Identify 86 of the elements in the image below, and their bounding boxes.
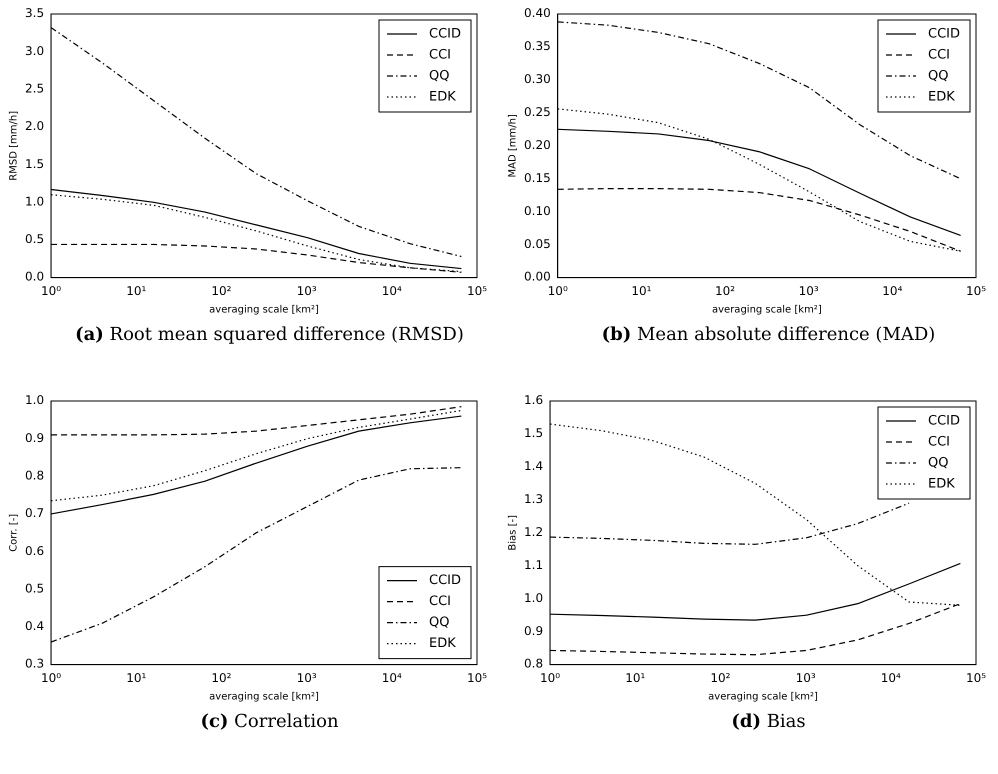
x-axis-title: averaging scale [km²] <box>708 692 818 703</box>
legend-label: QQ <box>429 614 450 630</box>
legend-label: CCID <box>429 572 461 588</box>
x-tick-label: 10¹ <box>126 284 146 298</box>
x-tick-label: 10⁵ <box>466 284 488 298</box>
x-tick-label: 10⁰ <box>41 284 62 298</box>
legend-label: EDK <box>429 89 456 104</box>
legend-label: CCID <box>928 413 960 428</box>
text: (c) Correlation <box>199 711 340 732</box>
x-tick-label: 10³ <box>798 284 819 298</box>
legend-label: CCI <box>429 594 451 609</box>
y-tick-label: 2.0 <box>24 119 44 134</box>
y-tick-label: 0.20 <box>524 138 551 152</box>
x-tick-label: 10¹ <box>625 670 646 685</box>
y-tick-label: 0.6 <box>24 544 44 558</box>
x-tick-label: 10⁵ <box>466 670 488 685</box>
y-tick-label: 1.5 <box>24 156 44 171</box>
x-tick-label: 10⁴ <box>382 284 402 298</box>
y-tick-label: 1.1 <box>524 558 544 572</box>
legend-label: CCID <box>928 26 960 42</box>
x-tick-label: 10⁰ <box>540 670 560 685</box>
y-tick-label: 1.0 <box>24 393 44 408</box>
x-axis-title: averaging scale [km²] <box>209 304 319 316</box>
y-axis-title: Corr. [-] <box>8 514 20 552</box>
y-tick-label: 0.30 <box>524 72 551 86</box>
y-tick-label: 0.05 <box>524 236 551 251</box>
text: (d) Bias <box>730 711 807 732</box>
y-tick-label: 0.4 <box>24 619 44 634</box>
legend-label: EDK <box>928 476 956 492</box>
y-tick-label: 1.3 <box>524 492 544 506</box>
y-tick-label: 0.35 <box>524 39 551 54</box>
y-tick-label: 0.15 <box>524 170 551 185</box>
x-tick-label: 10⁵ <box>966 284 986 298</box>
y-tick-label: 0.5 <box>24 581 44 596</box>
legend-label: CCI <box>928 434 950 450</box>
x-tick-label: 10² <box>714 284 736 298</box>
y-tick-label: 1.0 <box>524 590 544 605</box>
y-tick-label: 3.5 <box>24 6 44 20</box>
text: (a) Root mean squared difference (RMSD) <box>74 324 465 345</box>
x-axis-title: averaging scale [km²] <box>712 304 822 316</box>
legend-label: CCID <box>429 26 461 42</box>
y-tick-label: 0.7 <box>24 506 44 520</box>
x-tick-label: 10⁵ <box>966 670 986 685</box>
y-axis-title: Bias [-] <box>508 514 519 551</box>
x-tick-label: 10¹ <box>631 284 652 298</box>
x-tick-label: 10² <box>211 284 232 298</box>
y-tick-label: 0.25 <box>524 104 551 119</box>
y-tick-label: 1.0 <box>24 194 44 208</box>
y-tick-label: 0.8 <box>524 656 544 671</box>
y-tick-label: 1.4 <box>524 459 544 474</box>
legend-label: EDK <box>429 636 456 651</box>
y-axis-title: RMSD [mm/h] <box>8 110 20 181</box>
y-axis-title: MAD [mm/h] <box>508 114 519 178</box>
text: (b) Mean absolute difference (MAD) <box>600 324 936 345</box>
y-tick-label: 0.0 <box>24 270 44 284</box>
y-tick-label: 0.00 <box>524 270 551 284</box>
x-tick-label: 10⁴ <box>882 284 903 298</box>
y-tick-label: 1.6 <box>524 393 544 408</box>
x-tick-label: 10² <box>710 670 731 685</box>
x-tick-label: 10² <box>211 670 232 685</box>
y-tick-label: 0.5 <box>24 232 44 246</box>
y-tick-label: 2.5 <box>24 81 44 96</box>
legend-label: CCI <box>928 47 950 62</box>
x-tick-label: 10³ <box>296 670 317 685</box>
y-tick-label: 0.3 <box>24 656 44 671</box>
y-tick-label: 1.5 <box>524 426 544 440</box>
x-tick-label: 10⁰ <box>548 284 568 298</box>
x-tick-label: 10³ <box>296 284 317 298</box>
y-tick-label: 0.10 <box>524 204 551 218</box>
x-tick-label: 10⁴ <box>382 670 402 685</box>
legend-label: EDK <box>928 89 956 104</box>
legend-label: QQ <box>429 68 450 84</box>
y-tick-label: 1.2 <box>524 524 544 539</box>
y-tick-label: 0.40 <box>524 6 551 20</box>
y-tick-label: 0.8 <box>24 468 44 482</box>
legend-label: CCI <box>429 47 451 62</box>
x-tick-label: 10⁰ <box>41 670 62 685</box>
y-tick-label: 3.0 <box>24 44 44 58</box>
x-tick-label: 10¹ <box>126 670 146 685</box>
y-tick-label: 0.9 <box>24 430 44 445</box>
x-axis-title: averaging scale [km²] <box>209 692 319 703</box>
x-tick-label: 10³ <box>796 670 816 685</box>
y-tick-label: 0.9 <box>524 624 544 638</box>
legend-label: QQ <box>928 68 948 84</box>
x-tick-label: 10⁴ <box>880 670 902 685</box>
legend-label: QQ <box>928 455 948 470</box>
